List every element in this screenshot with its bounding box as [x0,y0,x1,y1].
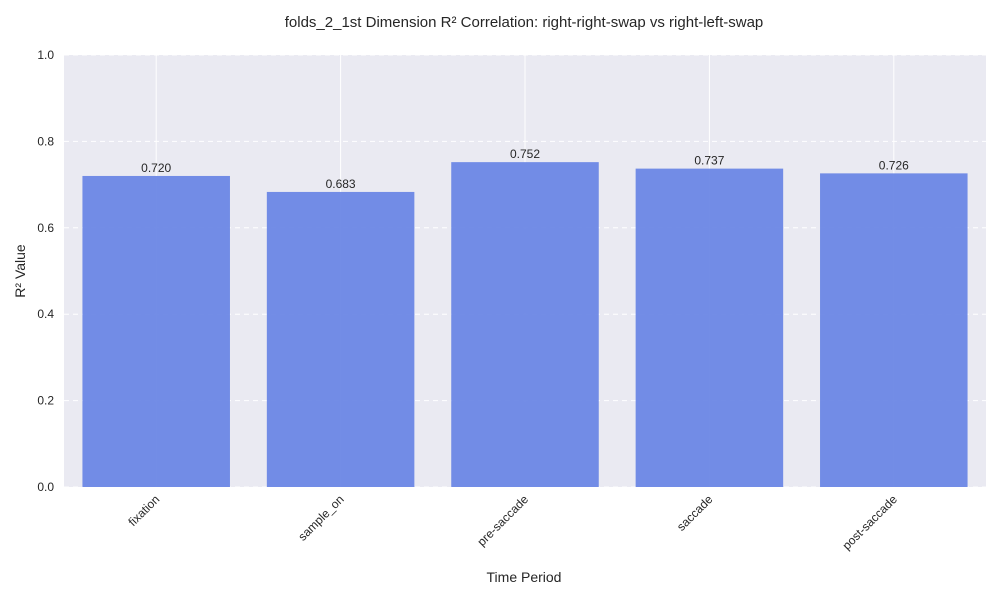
y-axis-ticks: 0.0 0.2 0.4 0.6 0.8 1.0 [37,48,54,494]
y-tick-label: 0.0 [37,480,54,494]
x-axis-label: Time Period [487,569,562,585]
y-tick-label: 0.2 [37,394,54,408]
bar-post-saccade [820,173,968,488]
y-tick-label: 0.8 [37,134,54,148]
bar-value-label: 0.683 [326,177,356,191]
x-tick-label: pre-saccade [475,492,532,549]
y-tick-label: 0.6 [37,221,54,235]
y-tick-label: 0.4 [37,307,54,321]
chart-title: folds_2_1st Dimension R² Correlation: ri… [285,14,764,31]
bar-value-labels: 0.720 0.683 0.752 0.737 0.726 [141,147,909,191]
bar-value-label: 0.737 [694,154,724,168]
y-axis-label: R² Value [12,244,28,298]
bar-value-label: 0.720 [141,161,171,175]
bars [82,162,968,488]
bar-sample_on [266,191,415,487]
x-tick-label: post-saccade [840,492,901,553]
bar-fixation [82,175,230,487]
bar-value-label: 0.752 [510,147,540,161]
x-axis-ticks: fixation sample_on pre-saccade saccade post-… [126,492,901,553]
bar-saccade [635,168,784,487]
x-tick-label: saccade [674,492,716,534]
bar-value-label: 0.726 [879,158,909,172]
bar-pre-saccade [451,162,599,488]
y-tick-label: 1.0 [37,48,54,62]
x-tick-label: fixation [126,492,163,529]
x-tick-label: sample_on [295,492,346,543]
